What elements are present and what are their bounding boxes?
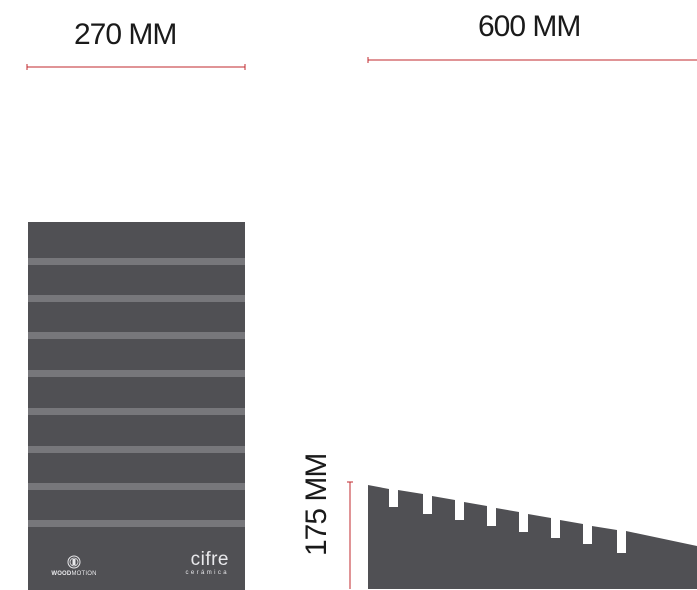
side-profile-shape [368, 485, 697, 589]
side-profile [368, 485, 697, 589]
woodmotion-emblem-icon [67, 555, 81, 569]
cifre-wordmark: cifre [190, 549, 229, 570]
panel-stripe [28, 520, 245, 527]
ceramica-subtitle: cerámica [185, 570, 229, 576]
panel-stripe [28, 258, 245, 265]
panel-stripe [28, 483, 245, 490]
front-panel: WOODMOTION cifre cerámica [28, 222, 245, 590]
panel-stripe [28, 332, 245, 339]
length-dimension-label: 600 MM [478, 10, 581, 43]
panel-stripe [28, 370, 245, 377]
panel-stripe [28, 295, 245, 302]
woodmotion-wordmark: WOODMOTION [47, 571, 101, 577]
woodmotion-regular-part: MOTION [71, 571, 97, 577]
width-dimension-label: 270 MM [74, 18, 177, 51]
woodmotion-logo: WOODMOTION [47, 555, 101, 577]
panel-stripe [28, 408, 245, 415]
cifre-logo: cifre cerámica [185, 550, 229, 576]
woodmotion-bold-part: WOOD [51, 571, 72, 577]
panel-stripe [28, 446, 245, 453]
